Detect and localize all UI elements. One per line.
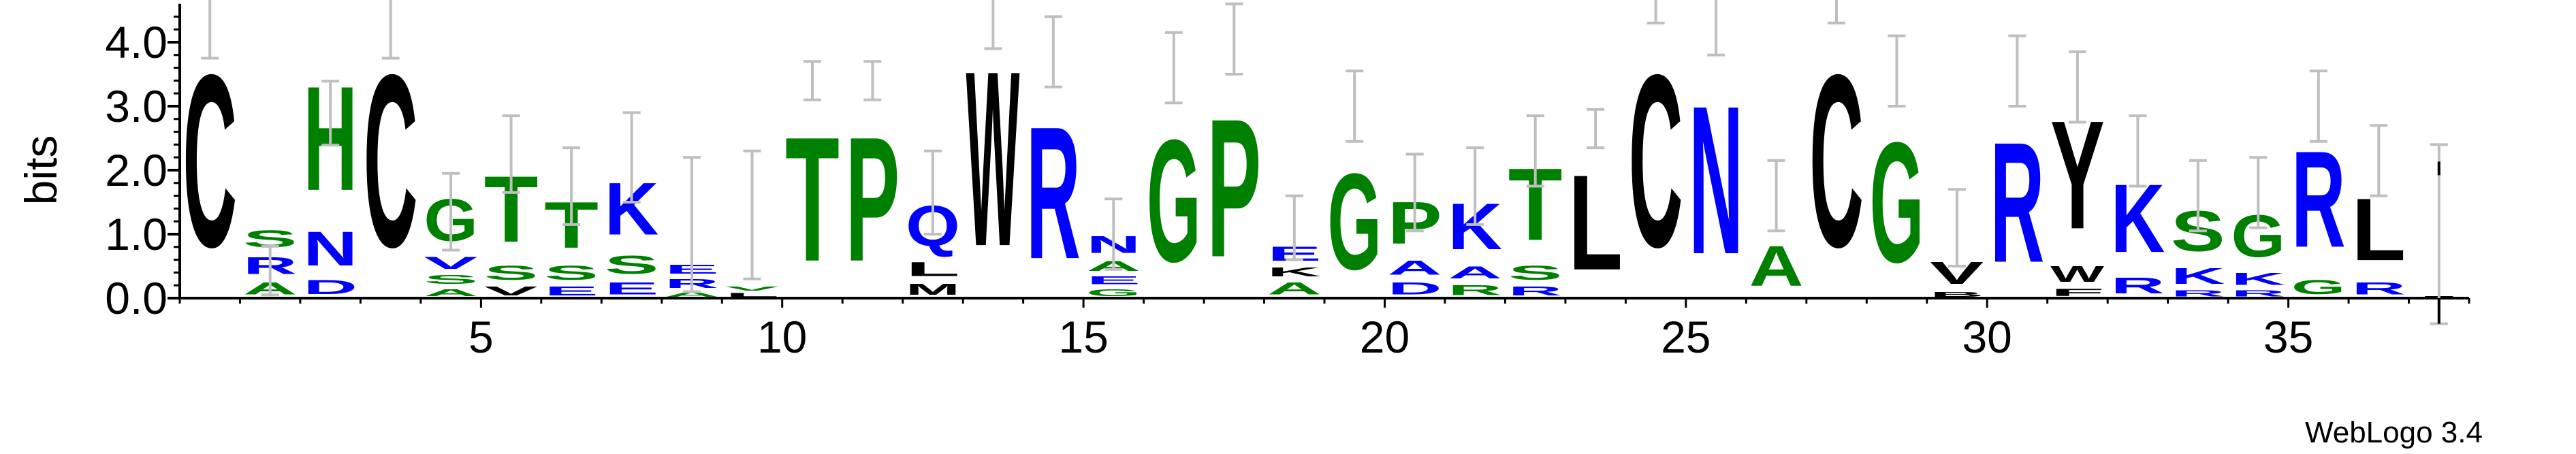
svg-text:P: P [846,99,900,298]
svg-text:S: S [424,273,478,287]
svg-text:B: B [1930,291,1984,298]
svg-text:N: N [303,221,357,276]
svg-text:R: R [2291,123,2346,276]
svg-text:K: K [1267,265,1322,279]
svg-text:G: G [2291,276,2346,298]
svg-text:G: G [1870,107,1924,299]
svg-text:G: G [1087,287,1141,298]
svg-text:S: S [605,250,659,279]
svg-text:K: K [2231,270,2286,289]
svg-text:V: V [424,253,477,272]
svg-text:T: T [785,99,840,298]
svg-text:D: D [303,276,357,299]
svg-text:S: S [1508,262,1563,285]
svg-text:R: R [2171,289,2225,298]
svg-text:R: R [2111,273,2165,299]
svg-text:C: C [1809,23,1864,298]
svg-text:N: N [1689,63,1743,299]
svg-text:A: A [1749,234,1804,298]
svg-text:E: E [605,279,659,298]
svg-text:R: R [1448,282,1502,298]
svg-text:W: W [966,20,1021,299]
svg-text:R: R [1026,87,1081,298]
svg-text:A: A [1448,263,1502,282]
svg-text:W: W [2050,261,2105,287]
svg-text:D: D [1388,279,1442,298]
svg-text:V: V [725,285,779,291]
svg-text:L: L [906,258,960,280]
svg-text:R: R [2351,279,2406,298]
svg-text:E: E [544,285,599,299]
svg-text:R: R [1990,108,2045,299]
svg-text:S: S [544,262,599,285]
svg-text:C: C [364,23,418,298]
svg-text:F: F [2050,287,2105,298]
svg-text:L: L [725,292,780,298]
svg-text:A: A [1388,257,1442,279]
svg-text:P: P [1207,78,1261,299]
svg-text:R: R [2231,289,2286,298]
svg-text:L: L [1568,147,1623,298]
svg-text:G: G [1147,103,1201,298]
svg-text:G: G [1327,144,1382,298]
svg-text:C: C [182,23,237,298]
svg-text:R: R [1508,284,1563,298]
svg-text:C: C [1629,23,1683,298]
svg-text:S: S [484,262,539,285]
svg-text:M: M [906,280,960,298]
svg-text:K: K [2171,263,2225,289]
svg-text:A: A [1267,279,1322,298]
svg-text:A: A [424,287,478,298]
svg-text:V: V [484,284,538,298]
svg-text:E: E [1087,274,1141,287]
